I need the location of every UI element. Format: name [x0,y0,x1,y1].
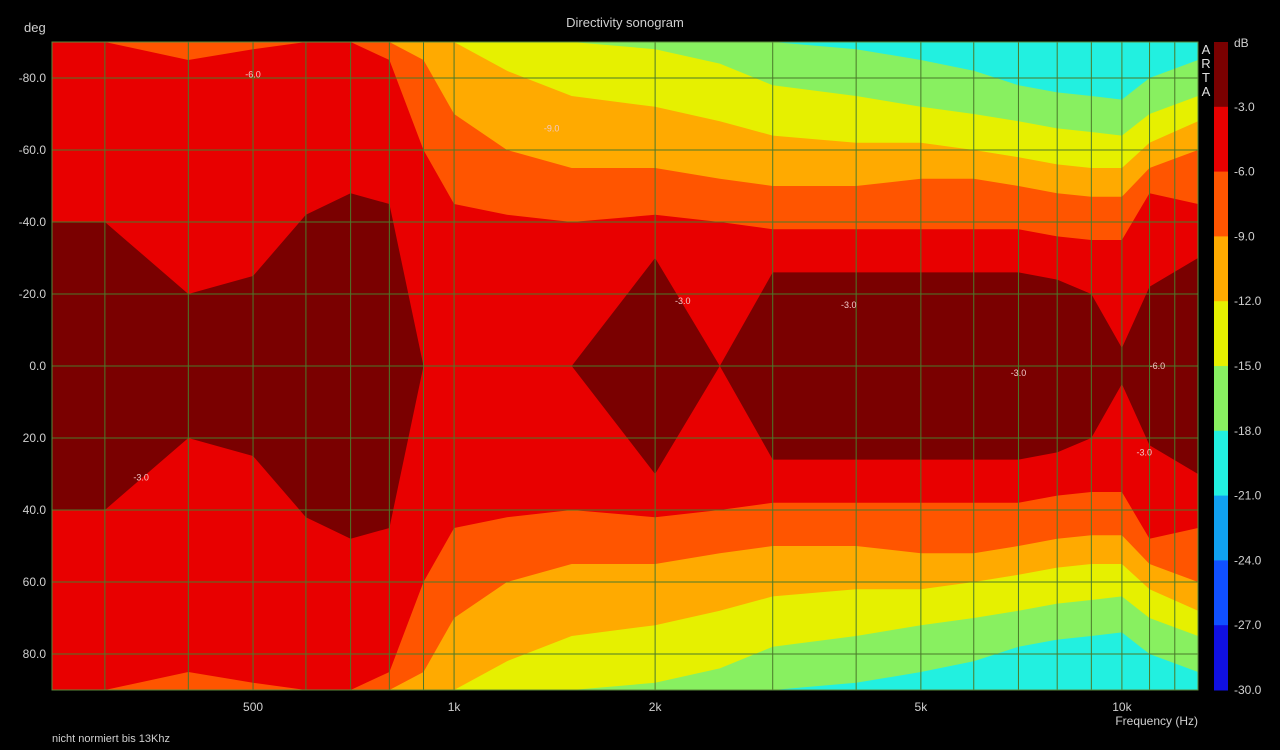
y-tick-label: -40.0 [19,215,47,229]
colorbar-swatch [1214,301,1228,367]
y-axis-label: deg [24,20,46,35]
y-tick-label: -20.0 [19,287,47,301]
x-axis-label: Frequency (Hz) [1115,714,1198,728]
x-tick-label: 5k [915,700,929,714]
axes: -80.0 -60.0 -40.0 -20.0 0.0 20.0 40.0 60.0 80.0 5… [19,71,1133,714]
footnote: nicht normiert bis 13Khz [52,733,170,745]
colorbar-level-label: -12.0 [1234,294,1262,308]
x-tick-label: 1k [448,700,462,714]
colorbar-swatch [1214,495,1228,561]
colorbar: -3.0 -6.0 -9.0 -12.0 -15.0 -18.0 -21.0 -24.0 -27… [1201,42,1262,697]
colorbar-swatch [1214,430,1228,497]
contour-label: -9.0 [544,123,560,133]
colorbar-swatch [1214,625,1228,691]
arta-badge-letter: A [1202,84,1211,99]
y-tick-label: 40.0 [23,503,47,517]
contour-label: -3.0 [841,300,857,310]
x-tick-label: 2k [649,700,663,714]
arta-badge-letter: T [1202,70,1210,85]
contour-labels: -6.0 -9.0 -3.0 -3.0 -3.0 -6.0 -3.0 -3.0 [133,69,1165,482]
y-tick-label: 0.0 [29,359,46,373]
y-tick-label: -60.0 [19,143,47,157]
colorbar-level-label: -9.0 [1234,229,1255,243]
grid [51,41,1199,691]
colorbar-swatch [1214,366,1228,432]
colorbar-level-label: -6.0 [1234,165,1255,179]
colorbar-level-label: -21.0 [1234,489,1262,503]
y-tick-label: 20.0 [23,431,47,445]
arta-badge-letter: A [1202,42,1211,57]
colorbar-swatch [1214,560,1228,626]
contour-label: -3.0 [133,473,149,483]
arta-badge-letter: R [1201,56,1210,71]
colorbar-unit-label: dB [1234,36,1249,50]
colorbar-level-label: -30.0 [1234,683,1262,697]
x-tick-label: 500 [243,700,263,714]
colorbar-swatch [1214,106,1228,173]
colorbar-level-label: -3.0 [1234,100,1255,114]
y-tick-label: 60.0 [23,575,47,589]
contour-label: -3.0 [1011,368,1027,378]
x-tick-label: 10k [1112,700,1132,714]
chart-title: Directivity sonogram [566,15,684,30]
y-tick-label: -80.0 [19,71,47,85]
plot-frame [51,41,1199,691]
contour-label: -6.0 [1150,361,1166,371]
colorbar-swatch [1214,171,1228,237]
colorbar-level-label: -24.0 [1234,553,1262,567]
colorbar-level-label: -18.0 [1234,424,1262,438]
colorbar-level-label: -27.0 [1234,618,1262,632]
colorbar-swatch [1214,236,1228,302]
colorbar-swatch [1214,42,1228,108]
contour-label: -3.0 [1136,447,1152,457]
contour-label: -3.0 [675,296,691,306]
contour-label: -6.0 [245,69,261,79]
y-tick-label: 80.0 [23,647,47,661]
colorbar-level-label: -15.0 [1234,359,1262,373]
